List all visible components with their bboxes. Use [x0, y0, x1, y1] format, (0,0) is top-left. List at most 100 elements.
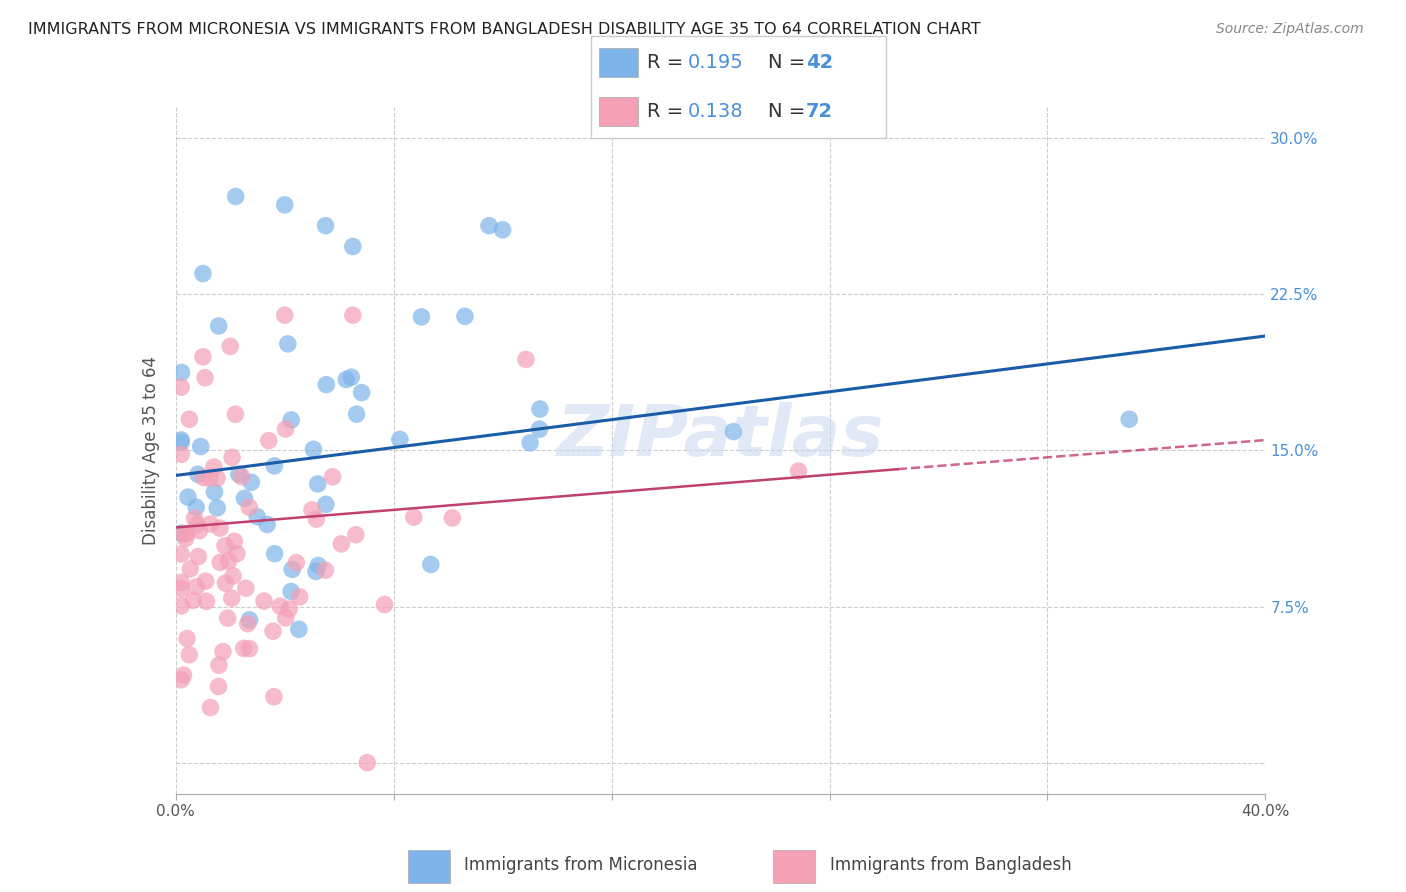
Point [214, 539, 236, 553]
Point [208, 318, 231, 333]
Point [194, 370, 217, 384]
Point [277, 337, 299, 351]
Point [307, 477, 329, 491]
Point [419, 558, 441, 572]
Point [285, 556, 308, 570]
Point [723, 425, 745, 439]
Point [225, 189, 247, 203]
Point [238, 613, 260, 627]
Point [238, 500, 260, 515]
Point [529, 402, 551, 417]
Text: R =: R = [647, 53, 689, 72]
Point [356, 756, 378, 770]
Point [188, 524, 211, 538]
Point [212, 644, 235, 658]
Point [322, 470, 344, 484]
Point [335, 372, 357, 386]
Point [288, 590, 311, 604]
Point [205, 500, 228, 515]
Point [388, 433, 411, 447]
Point [170, 380, 193, 394]
Point [238, 641, 260, 656]
Point [195, 594, 218, 608]
Point [217, 611, 239, 625]
Point [191, 470, 214, 484]
Text: Immigrants from Micronesia: Immigrants from Micronesia [464, 856, 697, 874]
FancyBboxPatch shape [599, 97, 638, 126]
Point [179, 562, 201, 576]
Point [263, 547, 285, 561]
Point [214, 576, 236, 591]
Text: N =: N = [768, 53, 811, 72]
Point [187, 467, 209, 482]
Point [202, 460, 225, 475]
Point [194, 574, 217, 588]
Point [170, 366, 193, 380]
Point [219, 339, 242, 353]
Point [186, 580, 208, 594]
Point [529, 422, 551, 436]
Point [314, 563, 336, 577]
Point [278, 602, 301, 616]
Point [228, 467, 250, 482]
Point [441, 511, 464, 525]
Point [411, 310, 433, 324]
Text: ZIPatlas: ZIPatlas [557, 402, 884, 471]
Point [198, 471, 221, 485]
Text: 42: 42 [806, 53, 834, 72]
Point [257, 434, 280, 448]
Text: 0.195: 0.195 [688, 53, 744, 72]
Text: 0.138: 0.138 [688, 102, 744, 121]
Point [186, 517, 208, 532]
Point [280, 413, 302, 427]
Point [274, 611, 297, 625]
Point [170, 599, 193, 613]
Point [236, 616, 259, 631]
Text: Immigrants from Bangladesh: Immigrants from Bangladesh [830, 856, 1071, 874]
Point [263, 458, 285, 473]
Point [787, 464, 810, 478]
Point [315, 377, 337, 392]
Point [173, 527, 195, 541]
Point [208, 658, 231, 673]
Point [232, 641, 254, 656]
Point [519, 436, 541, 450]
FancyBboxPatch shape [773, 849, 815, 883]
Point [170, 433, 193, 447]
Point [231, 469, 253, 483]
Point [183, 511, 205, 525]
Point [263, 690, 285, 704]
FancyBboxPatch shape [599, 48, 638, 77]
Point [342, 239, 364, 253]
Point [305, 512, 328, 526]
Point [218, 554, 240, 568]
Point [170, 673, 193, 687]
Point [253, 594, 276, 608]
Point [350, 385, 373, 400]
Point [305, 565, 328, 579]
Point [274, 422, 297, 436]
Point [207, 680, 229, 694]
Point [269, 599, 291, 614]
Point [281, 562, 304, 576]
Point [186, 500, 208, 515]
Text: IMMIGRANTS FROM MICRONESIA VS IMMIGRANTS FROM BANGLADESH DISABILITY AGE 35 TO 64: IMMIGRANTS FROM MICRONESIA VS IMMIGRANTS… [28, 22, 981, 37]
Point [179, 648, 201, 662]
Point [256, 517, 278, 532]
Point [288, 622, 311, 636]
Point [225, 547, 247, 561]
Point [373, 598, 395, 612]
Point [515, 352, 537, 367]
FancyBboxPatch shape [408, 849, 450, 883]
Point [176, 526, 198, 541]
Point [233, 491, 256, 506]
Point [342, 308, 364, 322]
Text: N =: N = [768, 102, 811, 121]
Text: 72: 72 [806, 102, 834, 121]
Point [302, 442, 325, 457]
Point [240, 475, 263, 490]
Point [208, 521, 231, 535]
Point [191, 350, 214, 364]
Point [402, 510, 425, 524]
Point [315, 497, 337, 511]
